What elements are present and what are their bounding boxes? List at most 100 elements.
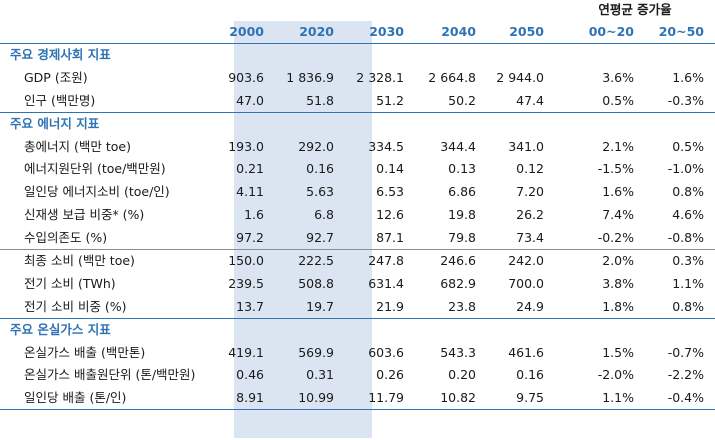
table-row: 신재생 보급 비중* (%) 1.6 6.8 12.6 19.8 26.2 7.4% 4.6% (0, 204, 715, 227)
cell-growth-00-20: 1.6% (602, 184, 634, 200)
cell-2020: 10.99 (298, 390, 334, 406)
cell-2050: 341.0 (508, 138, 544, 154)
row-label: 온실가스 배출원단위 (톤/백만원) (24, 367, 196, 383)
cell-2000: 150.0 (228, 253, 264, 269)
col-header-growth-00-20: 00~20 (588, 24, 634, 39)
cell-growth-20-50: -0.4% (667, 390, 704, 406)
cell-2050: 0.12 (516, 161, 544, 177)
col-header-2020: 2020 (299, 24, 334, 39)
cell-growth-00-20: 2.1% (602, 138, 634, 154)
row-label: 최종 소비 (백만 toe) (24, 253, 135, 269)
cell-2000: 0.21 (236, 161, 264, 177)
col-header-2040: 2040 (441, 24, 476, 39)
cell-2040: 246.6 (440, 253, 476, 269)
table-row: 총에너지 (백만 toe) 193.0 292.0 334.5 344.4 341.0 2.… (0, 136, 715, 159)
cell-growth-20-50: 4.6% (672, 207, 704, 223)
row-label: 수입의존도 (%) (24, 230, 108, 246)
row-label: GDP (조원) (24, 69, 88, 85)
cell-2040: 10.82 (440, 390, 476, 406)
cell-2020: 222.5 (298, 253, 334, 269)
table-row: 수입의존도 (%) 97.2 92.7 87.1 79.8 73.4 -0.2% -0.8% (0, 227, 715, 251)
table-row: 일인당 배출 (톤/인) 8.91 10.99 11.79 10.82 9.75 1.1% -… (0, 387, 715, 411)
cell-growth-00-20: 7.4% (602, 207, 634, 223)
cell-2020: 508.8 (298, 275, 334, 291)
cell-2020: 5.63 (306, 184, 334, 200)
cell-growth-20-50: 1.6% (672, 69, 704, 85)
col-header-2050: 2050 (509, 24, 544, 39)
cell-2000: 4.11 (236, 184, 264, 200)
cell-growth-20-50: -0.7% (667, 344, 704, 360)
cell-2040: 543.3 (440, 344, 476, 360)
cell-2050: 2 944.0 (496, 69, 544, 85)
row-label: 온실가스 배출 (백만톤) (24, 344, 146, 360)
cell-2030: 12.6 (376, 207, 404, 223)
cell-2050: 26.2 (516, 207, 544, 223)
table-body: 주요 경제사회 지표 GDP (조원) 903.6 1 836.9 2 328.1 2 6… (0, 44, 715, 411)
col-header-growth-20-50: 20~50 (658, 24, 704, 39)
cell-2020: 292.0 (298, 138, 334, 154)
table-row: 최종 소비 (백만 toe) 150.0 222.5 247.8 246.6 242.0 2… (0, 250, 715, 273)
row-label: 신재생 보급 비중* (%) (24, 207, 145, 223)
cell-2000: 8.91 (236, 390, 264, 406)
row-label: 인구 (백만명) (24, 92, 96, 108)
cell-2050: 73.4 (516, 230, 544, 246)
cell-2020: 51.8 (306, 92, 334, 108)
cell-2040: 0.20 (448, 367, 476, 383)
section-row: 주요 에너지 지표 (0, 113, 715, 136)
cell-2000: 97.2 (236, 230, 264, 246)
cell-growth-00-20: 1.8% (602, 298, 634, 314)
cell-growth-20-50: -1.0% (667, 161, 704, 177)
highlight-2000-2020-columns (234, 21, 372, 438)
cell-growth-00-20: 0.5% (602, 92, 634, 108)
cell-growth-00-20: -1.5% (597, 161, 634, 177)
cell-2000: 193.0 (228, 138, 264, 154)
cell-2050: 242.0 (508, 253, 544, 269)
cell-growth-00-20: 1.5% (602, 344, 634, 360)
col-header-2030: 2030 (369, 24, 404, 39)
section-row: 주요 경제사회 지표 (0, 44, 715, 67)
row-label: 전기 소비 비중 (%) (24, 298, 127, 314)
cell-growth-20-50: -0.3% (667, 92, 704, 108)
table-row: 전기 소비 (TWh) 239.5 508.8 631.4 682.9 700.0 3.8%… (0, 273, 715, 296)
row-label: 총에너지 (백만 toe) (24, 138, 131, 154)
cell-2040: 682.9 (440, 275, 476, 291)
cell-growth-20-50: 0.3% (672, 253, 704, 269)
table-row: 전기 소비 비중 (%) 13.7 19.7 21.9 23.8 24.9 1.8% 0.8% (0, 296, 715, 319)
header-row: 2000 2020 2030 2040 2050 00~20 20~50 (0, 20, 715, 44)
cell-2050: 700.0 (508, 275, 544, 291)
section-title: 주요 경제사회 지표 (10, 47, 111, 62)
cell-growth-00-20: -0.2% (597, 230, 634, 246)
header-group-row: 연평균 증가율 (0, 0, 715, 20)
cell-growth-00-20: 3.6% (602, 69, 634, 85)
row-label: 일인당 에너지소비 (toe/인) (24, 184, 170, 200)
cell-2050: 24.9 (516, 298, 544, 314)
cell-2030: 2 328.1 (356, 69, 404, 85)
cell-2030: 603.6 (368, 344, 404, 360)
cell-2040: 79.8 (448, 230, 476, 246)
cell-growth-20-50: 0.8% (672, 184, 704, 200)
row-label: 전기 소비 (TWh) (24, 275, 116, 291)
cell-growth-00-20: 3.8% (602, 275, 634, 291)
cell-2030: 21.9 (376, 298, 404, 314)
cell-growth-20-50: 0.5% (672, 138, 704, 154)
cell-2040: 344.4 (440, 138, 476, 154)
cell-2000: 419.1 (228, 344, 264, 360)
cell-2000: 1.6 (244, 207, 264, 223)
energy-indicators-table: 연평균 증가율 2000 2020 2030 2040 2050 00~20 2… (0, 0, 715, 411)
cell-2020: 6.8 (314, 207, 334, 223)
cell-growth-20-50: 0.8% (672, 298, 704, 314)
cell-2020: 569.9 (298, 344, 334, 360)
cell-growth-00-20: 1.1% (602, 390, 634, 406)
cell-2030: 0.14 (376, 161, 404, 177)
cell-2050: 9.75 (516, 390, 544, 406)
row-label: 에너지원단위 (toe/백만원) (24, 161, 166, 177)
cell-2040: 2 664.8 (428, 69, 476, 85)
cell-2030: 51.2 (376, 92, 404, 108)
section-title: 주요 온실가스 지표 (10, 321, 111, 337)
cell-2000: 903.6 (228, 69, 264, 85)
annual-growth-rate-label: 연평균 증가율 (598, 2, 672, 17)
cell-2030: 247.8 (368, 253, 404, 269)
cell-2020: 0.16 (306, 161, 334, 177)
cell-2030: 87.1 (376, 230, 404, 246)
cell-2000: 13.7 (236, 298, 264, 314)
